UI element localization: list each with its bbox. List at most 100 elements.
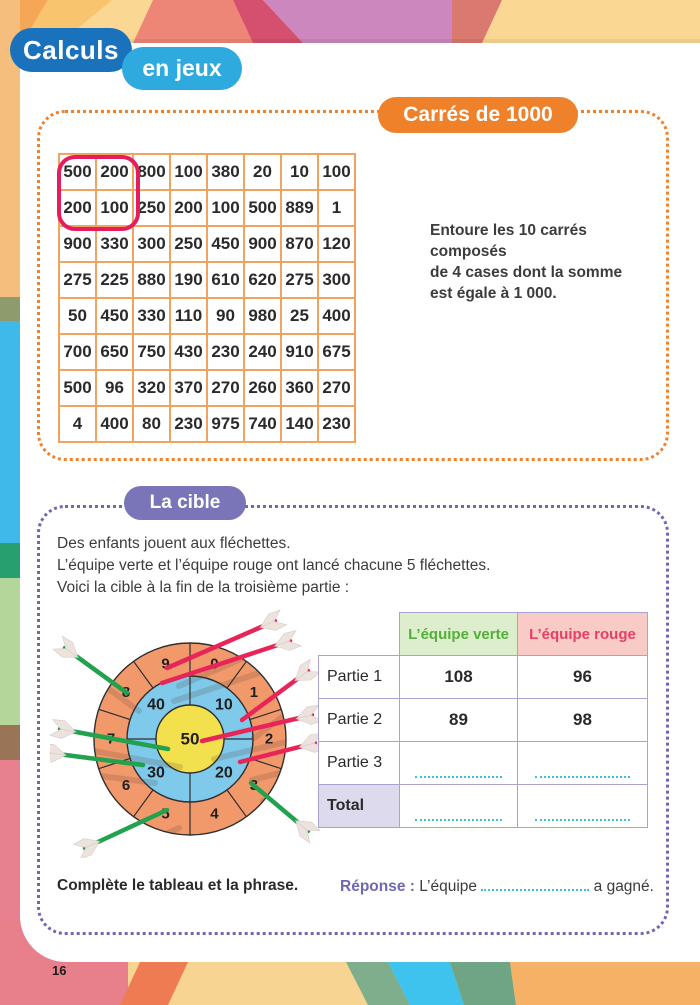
grid-cell[interactable]: 330 xyxy=(133,298,170,334)
row-label: Partie 2 xyxy=(318,698,400,742)
grid-cell[interactable]: 240 xyxy=(244,334,281,370)
table-header-row: L’équipe verte L’équipe rouge xyxy=(319,612,648,656)
exercise1-title: Carrés de 1000 xyxy=(378,97,578,133)
grid-cell[interactable]: 610 xyxy=(207,262,244,298)
grid-cell[interactable]: 270 xyxy=(318,370,355,406)
complete-instruction: Complète le tableau et la phrase. xyxy=(57,877,299,894)
exercise1-instruction: Entoure les 10 carrés composés de 4 case… xyxy=(430,222,623,302)
grid-cell[interactable]: 100 xyxy=(318,154,355,190)
grid-cell[interactable]: 380 xyxy=(207,154,244,190)
reponse-pre-text: L’équipe xyxy=(419,878,478,895)
grid-cell[interactable]: 740 xyxy=(244,406,281,442)
grid-cell[interactable]: 500 xyxy=(59,370,96,406)
grid-cell[interactable]: 225 xyxy=(96,262,133,298)
grid-cell[interactable]: 230 xyxy=(170,406,207,442)
grid-cell[interactable]: 80 xyxy=(133,406,170,442)
grid-cell[interactable]: 100 xyxy=(207,190,244,226)
table-row: Partie 1 108 96 xyxy=(318,655,648,699)
grid-cell[interactable]: 870 xyxy=(281,226,318,262)
grid-cell[interactable]: 90 xyxy=(207,298,244,334)
table-row: Partie 3 xyxy=(318,741,648,785)
bottom-bar-decoration xyxy=(0,920,700,1005)
grid-cell[interactable]: 910 xyxy=(281,334,318,370)
table-row: Partie 2 89 98 xyxy=(318,698,648,742)
left-edge-decoration xyxy=(0,0,20,962)
row-label: Partie 1 xyxy=(318,655,400,699)
answer-blank[interactable] xyxy=(534,819,631,821)
grid-cell[interactable]: 120 xyxy=(318,226,355,262)
grid-cell[interactable]: 430 xyxy=(170,334,207,370)
answer-blank[interactable] xyxy=(481,877,590,891)
answer-blank[interactable] xyxy=(534,776,631,778)
grid-cell[interactable]: 230 xyxy=(318,406,355,442)
reponse-label: Réponse : xyxy=(340,878,415,895)
grid-cell[interactable]: 300 xyxy=(133,226,170,262)
page-number: 16 xyxy=(52,963,67,978)
grid-cell[interactable]: 900 xyxy=(244,226,281,262)
grid-cell[interactable]: 320 xyxy=(133,370,170,406)
grid-cell[interactable]: 620 xyxy=(244,262,281,298)
subject-sub-badge: en jeux xyxy=(122,47,242,90)
reponse-post-text: a gagné. xyxy=(593,878,654,895)
grid-cell[interactable]: 100 xyxy=(170,154,207,190)
grid-cell[interactable]: 300 xyxy=(318,262,355,298)
col-header-equipe-rouge: L’équipe rouge xyxy=(517,612,648,656)
grid-cell[interactable]: 400 xyxy=(318,298,355,334)
grid-cell[interactable]: 200 xyxy=(170,190,207,226)
grid-cell[interactable]: 700 xyxy=(59,334,96,370)
row-label: Total xyxy=(318,784,400,828)
grid-cell[interactable]: 900 xyxy=(59,226,96,262)
grid-cell[interactable]: 20 xyxy=(244,154,281,190)
example-circle xyxy=(57,155,140,231)
grid-cell[interactable]: 270 xyxy=(207,370,244,406)
grid-cell[interactable]: 25 xyxy=(281,298,318,334)
grid-cell[interactable]: 450 xyxy=(96,298,133,334)
grid-cell[interactable]: 96 xyxy=(96,370,133,406)
score-cell-rouge[interactable] xyxy=(517,784,648,828)
answer-blank[interactable] xyxy=(415,819,502,821)
grid-cell[interactable]: 330 xyxy=(96,226,133,262)
grid-cell[interactable]: 880 xyxy=(133,262,170,298)
grid-cell[interactable]: 980 xyxy=(244,298,281,334)
score-cell-verte[interactable] xyxy=(399,741,518,785)
exercise2-intro: Des enfants jouent aux fléchettes. L’équ… xyxy=(57,535,491,596)
score-cell-rouge[interactable] xyxy=(517,741,648,785)
score-table: L’équipe verte L’équipe rouge Partie 1 10… xyxy=(318,612,648,828)
grid-cell[interactable]: 110 xyxy=(170,298,207,334)
grid-cell[interactable]: 190 xyxy=(170,262,207,298)
grid-cell[interactable]: 975 xyxy=(207,406,244,442)
grid-cell[interactable]: 750 xyxy=(133,334,170,370)
grid-cell[interactable]: 650 xyxy=(96,334,133,370)
grid-cell[interactable]: 400 xyxy=(96,406,133,442)
grid-cell[interactable]: 140 xyxy=(281,406,318,442)
col-header-equipe-verte: L’équipe verte xyxy=(399,612,518,656)
grid-cell[interactable]: 275 xyxy=(281,262,318,298)
grid-cell[interactable]: 4 xyxy=(59,406,96,442)
grid-cell[interactable]: 675 xyxy=(318,334,355,370)
answer-blank[interactable] xyxy=(415,776,502,778)
grid-cell[interactable]: 260 xyxy=(244,370,281,406)
grid-cell[interactable]: 275 xyxy=(59,262,96,298)
grid-cell[interactable]: 50 xyxy=(59,298,96,334)
grid-cell[interactable]: 500 xyxy=(244,190,281,226)
exercise2-title: La cible xyxy=(124,486,246,520)
score-table-body: Partie 1 108 96 Partie 2 89 98 Partie 3 Total xyxy=(318,655,648,828)
grid-cell[interactable]: 360 xyxy=(281,370,318,406)
grid-cell[interactable]: 230 xyxy=(207,334,244,370)
subject-badge: Calculs xyxy=(10,28,132,72)
grid-cell[interactable]: 1 xyxy=(318,190,355,226)
table-corner-cell xyxy=(319,613,400,656)
score-cell-rouge: 98 xyxy=(517,698,648,742)
grid-cell[interactable]: 10 xyxy=(281,154,318,190)
reponse-line: Réponse : L’équipe a gagné. xyxy=(340,877,654,896)
number-grid: 500 200 800 100 380 20 10 100 200 100 250 200 100 500… xyxy=(58,153,356,443)
score-cell-verte[interactable] xyxy=(399,784,518,828)
grid-cell[interactable]: 889 xyxy=(281,190,318,226)
table-row: Total xyxy=(318,784,648,828)
score-cell-rouge: 96 xyxy=(517,655,648,699)
score-cell-verte: 108 xyxy=(399,655,518,699)
grid-cell[interactable]: 370 xyxy=(170,370,207,406)
grid-cell[interactable]: 250 xyxy=(170,226,207,262)
grid-cell[interactable]: 450 xyxy=(207,226,244,262)
